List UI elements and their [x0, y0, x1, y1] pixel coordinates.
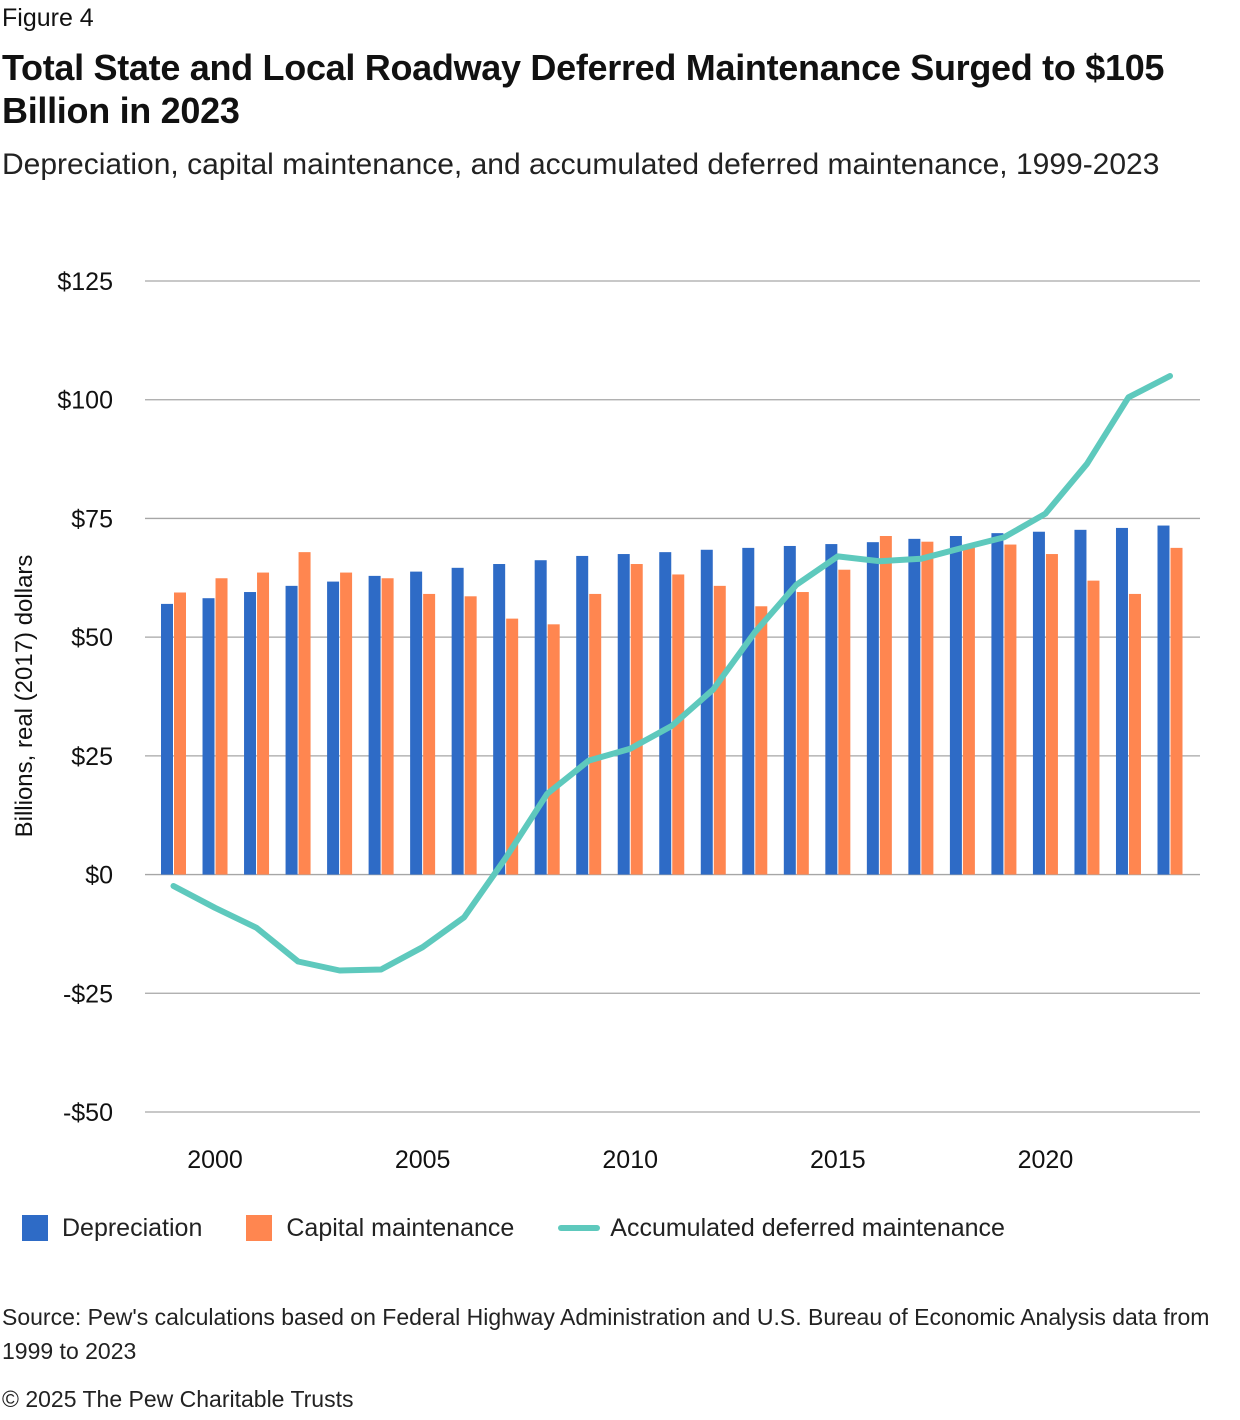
bar-capital-maintenance [921, 541, 934, 875]
bar-capital-maintenance [1045, 554, 1058, 875]
bar-capital-maintenance [298, 552, 311, 875]
legend-label-depreciation: Depreciation [62, 1213, 203, 1242]
bar-capital-maintenance [547, 624, 560, 875]
bar-capital-maintenance [257, 572, 270, 875]
y-tick-label: $25 [71, 743, 113, 771]
bar-capital-maintenance [1170, 547, 1183, 875]
y-tick-label: -$50 [63, 1099, 113, 1127]
x-tick-label: 2015 [810, 1146, 866, 1174]
y-tick-label: $100 [57, 387, 113, 415]
x-tick-label: 2010 [602, 1146, 658, 1174]
copyright-note: © 2025 The Pew Charitable Trusts [2, 1386, 354, 1412]
bar-depreciation [783, 545, 796, 875]
bar-capital-maintenance [962, 545, 975, 875]
source-note: Source: Pew's calculations based on Fede… [2, 1304, 1210, 1364]
y-tick-label: $125 [57, 268, 113, 296]
bar-depreciation [285, 585, 298, 875]
bar-depreciation [617, 554, 630, 875]
bar-capital-maintenance [464, 596, 477, 875]
bar-depreciation [161, 603, 173, 875]
figure-label: Figure 4 [2, 4, 94, 32]
bar-depreciation [659, 552, 672, 875]
bar-depreciation [451, 567, 464, 875]
bar-depreciation [244, 592, 257, 875]
bar-capital-maintenance [1087, 580, 1100, 875]
bar-depreciation [410, 571, 423, 875]
bar-depreciation [866, 542, 879, 875]
bar-depreciation [908, 538, 921, 875]
bar-capital-maintenance [215, 578, 228, 875]
bar-depreciation [700, 549, 713, 875]
bar-capital-maintenance [1004, 544, 1017, 875]
bar-depreciation [1115, 527, 1128, 875]
bar-capital-maintenance [796, 592, 809, 875]
legend-label-capital-maintenance: Capital maintenance [286, 1213, 515, 1242]
bar-capital-maintenance [879, 535, 892, 875]
chart-subtitle: Depreciation, capital maintenance, and a… [2, 148, 1160, 181]
bar-capital-maintenance [755, 606, 768, 875]
x-tick-label: 2005 [395, 1146, 451, 1174]
bar-capital-maintenance [838, 569, 851, 875]
legend-label-accumulated: Accumulated deferred maintenance [610, 1213, 1005, 1242]
chart-plot: $125 $100 $75 $50 $25 $0 -$25 -$50 Billions, rea… [11, 268, 1200, 1174]
bar-depreciation [493, 564, 506, 875]
bar-depreciation [1074, 529, 1087, 875]
bar-depreciation [534, 560, 547, 875]
bar-depreciation [327, 581, 340, 875]
bar-capital-maintenance [589, 593, 602, 875]
y-tick-label: -$25 [63, 980, 113, 1008]
bar-capital-maintenance [423, 593, 436, 875]
legend-item-accumulated: Accumulated deferred maintenance [558, 1214, 1005, 1243]
bar-depreciation [991, 533, 1004, 875]
legend-swatch-depreciation [22, 1215, 48, 1241]
bar-depreciation [576, 555, 589, 875]
legend-swatch-capital-maintenance [246, 1215, 273, 1241]
x-tick-label: 2000 [187, 1146, 243, 1174]
legend-item-depreciation: Depreciation [22, 1214, 202, 1243]
bar-depreciation [1157, 525, 1170, 875]
bar-capital-maintenance [174, 592, 186, 875]
bar-depreciation [1032, 531, 1045, 875]
bar-capital-maintenance [713, 585, 726, 875]
bar-capital-maintenance [381, 578, 394, 875]
legend-item-capital-maintenance: Capital maintenance [246, 1214, 514, 1243]
bar-capital-maintenance [506, 618, 519, 875]
bar-depreciation [825, 544, 838, 875]
line-accumulated-deferred-maintenance [170, 373, 1173, 974]
chart-legend: Depreciation Capital maintenance Accumul… [22, 1208, 1049, 1248]
y-tick-label: $0 [85, 862, 113, 890]
y-axis-label: Billions, real (2017) dollars [11, 555, 38, 838]
y-tick-label: $50 [71, 624, 113, 652]
bar-capital-maintenance [672, 574, 685, 875]
bar-depreciation [202, 598, 215, 875]
bar-depreciation [742, 547, 755, 875]
legend-swatch-accumulated [558, 1225, 601, 1231]
y-tick-label: $75 [71, 505, 113, 533]
chart-title: Total State and Local Roadway Deferred M… [2, 47, 1165, 131]
x-tick-label: 2020 [1018, 1146, 1074, 1174]
bar-depreciation [949, 535, 962, 875]
bar-capital-maintenance [1128, 593, 1141, 875]
bar-capital-maintenance [630, 564, 643, 875]
bar-depreciation [368, 575, 381, 875]
bar-capital-maintenance [340, 572, 353, 875]
